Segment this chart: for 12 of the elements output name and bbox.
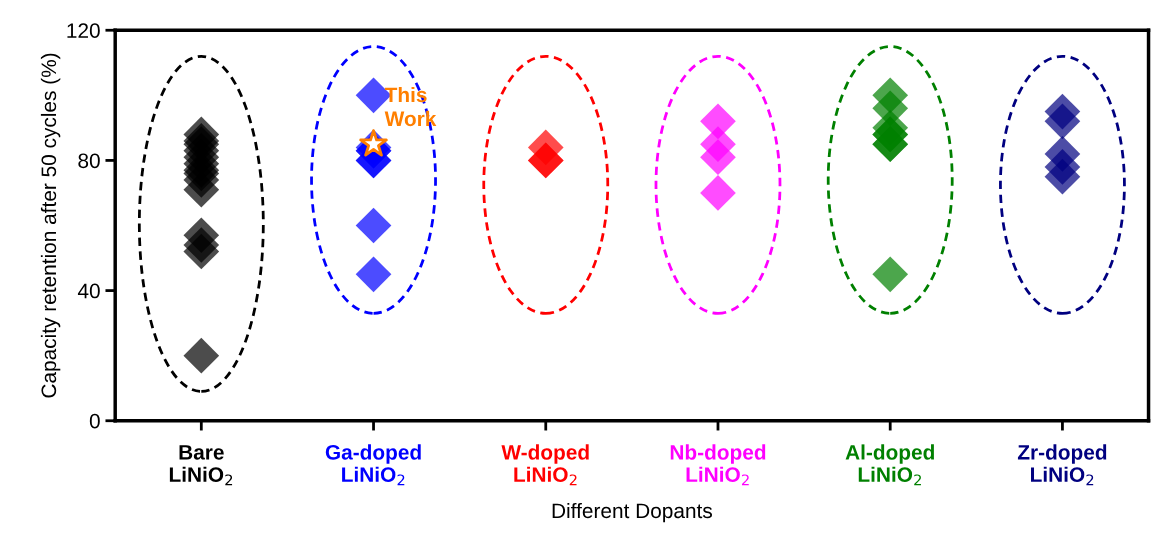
y-tick-label: 120: [67, 23, 100, 38]
y-tick-label: 40: [77, 283, 100, 299]
x-tick-label: Ga-doped LiNiO$_{2}$: [325, 444, 421, 486]
x-tick-label: Zr-doped LiNiO$_{2}$: [1017, 444, 1107, 486]
x-tick-label: W-doped LiNiO$_{2}$: [501, 444, 589, 486]
x-axis-title: Different Dopants: [552, 502, 712, 523]
x-tick-label: Al-doped LiNiO$_{2}$: [845, 444, 934, 486]
y-tick-label: 0: [89, 413, 100, 429]
y-axis-title: Capacity retention after 50 cycles (%): [40, 53, 61, 398]
y-tick-label: 80: [78, 153, 100, 169]
x-tick-label: Bare LiNiO$_{2}$: [169, 445, 233, 486]
x-tick-label: Nb-doped LiNiO$_{2}$: [670, 444, 766, 486]
